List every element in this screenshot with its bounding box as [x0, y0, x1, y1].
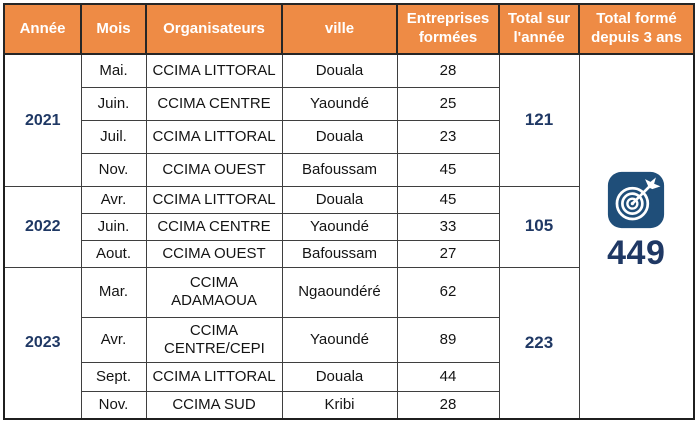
organizer-label: CCIMA ADAMAOUA — [171, 274, 257, 309]
count-cell: 62 — [396, 266, 500, 318]
month-cell: Avr. — [80, 316, 147, 363]
col-header-entreprises-formees: Entreprises formées — [396, 3, 500, 55]
grand-total-value: 449 — [607, 234, 666, 273]
col-header-ville: ville — [281, 3, 398, 55]
city-cell: Kribi — [281, 390, 398, 420]
table-row: Nov. CCIMA OUEST Bafoussam 45 — [4, 152, 694, 187]
count-cell: 45 — [396, 185, 500, 214]
city-cell: Yaoundé — [281, 86, 398, 121]
count-cell: 44 — [396, 361, 500, 392]
year-total-cell-2023: 223 — [498, 266, 580, 420]
grand-total-block: 449 — [583, 171, 691, 274]
organizer-cell: CCIMA LITTORAL — [145, 119, 283, 154]
organizer-cell: CCIMA LITTORAL — [145, 53, 283, 88]
month-cell: Sept. — [80, 361, 147, 392]
month-cell: Juil. — [80, 119, 147, 154]
city-cell: Bafoussam — [281, 239, 398, 268]
col-header-mois: Mois — [80, 3, 147, 55]
count-cell: 25 — [396, 86, 500, 121]
city-cell: Yaoundé — [281, 316, 398, 363]
count-cell: 89 — [396, 316, 500, 363]
col-header-annee: Année — [3, 3, 82, 55]
organizer-cell: CCIMA CENTRE — [145, 212, 283, 241]
organizer-cell: CCIMA LITTORAL — [145, 185, 283, 214]
organizer-label: CCIMA CENTRE/CEPI — [164, 321, 265, 357]
month-cell: Avr. — [80, 185, 147, 214]
table-row: Juin. CCIMA CENTRE Yaoundé 33 — [4, 212, 694, 241]
month-cell: Aout. — [80, 239, 147, 268]
grand-total-cell: 449 — [578, 53, 695, 420]
month-cell: Nov. — [80, 152, 147, 187]
city-cell: Douala — [281, 119, 398, 154]
organizer-cell: CCIMA CENTRE — [145, 86, 283, 121]
organizer-cell: CCIMA LITTORAL — [145, 361, 283, 392]
table-row: Juin. CCIMA CENTRE Yaoundé 25 — [4, 86, 694, 121]
count-cell: 45 — [396, 152, 500, 187]
month-cell: Juin. — [80, 212, 147, 241]
city-cell: Douala — [281, 361, 398, 392]
header-row: Année Mois Organisateurs ville Entrepris… — [3, 3, 695, 55]
city-cell: Douala — [281, 185, 398, 214]
table-row: 2022 Avr. CCIMA LITTORAL Douala 45 105 — [3, 185, 694, 268]
year-total-cell-2021: 121 — [498, 53, 580, 187]
month-cell: Nov. — [80, 390, 147, 420]
count-cell: 23 — [396, 119, 500, 154]
count-cell: 28 — [396, 390, 500, 420]
col-header-organisateurs: Organisateurs — [145, 3, 283, 55]
year-cell-2021: 2021 — [3, 53, 82, 187]
col-header-total-3-ans: Total formé depuis 3 ans — [578, 3, 695, 55]
count-cell: 33 — [396, 212, 500, 241]
table-row: Avr. CCIMA CENTRE/CEPI Yaoundé 89 — [4, 316, 694, 363]
count-cell: 27 — [396, 239, 500, 268]
organizer-cell: CCIMA ADAMAOUA — [145, 266, 283, 318]
year-cell-2023: 2023 — [3, 266, 82, 420]
month-cell: Mar. — [80, 266, 147, 318]
target-icon — [608, 172, 665, 229]
training-results-table: Année Mois Organisateurs ville Entrepris… — [3, 3, 695, 420]
table-row: Aout. CCIMA OUEST Bafoussam 27 — [4, 239, 694, 268]
organizer-cell: CCIMA OUEST — [145, 152, 283, 187]
city-cell: Ngaoundéré — [281, 266, 398, 318]
table-row: Juil. CCIMA LITTORAL Douala 23 — [4, 119, 694, 154]
year-cell-2022: 2022 — [3, 185, 82, 268]
table-row: Nov. CCIMA SUD Kribi 28 — [4, 390, 694, 420]
city-cell: Douala — [281, 53, 398, 88]
col-header-total-annee: Total sur l'année — [498, 3, 580, 55]
count-cell: 28 — [396, 53, 500, 88]
city-cell: Yaoundé — [281, 212, 398, 241]
year-total-cell-2022: 105 — [498, 185, 580, 268]
table-row: 2021 Mai. CCIMA LITTORAL Douala 28 121 — [3, 53, 695, 420]
organizer-cell: CCIMA CENTRE/CEPI — [145, 316, 283, 363]
month-cell: Mai. — [80, 53, 147, 88]
city-cell: Bafoussam — [281, 152, 398, 187]
organizer-cell: CCIMA SUD — [145, 390, 283, 420]
table-row: Sept. CCIMA LITTORAL Douala 44 — [4, 361, 694, 392]
month-cell: Juin. — [80, 86, 147, 121]
organizer-cell: CCIMA OUEST — [145, 239, 283, 268]
